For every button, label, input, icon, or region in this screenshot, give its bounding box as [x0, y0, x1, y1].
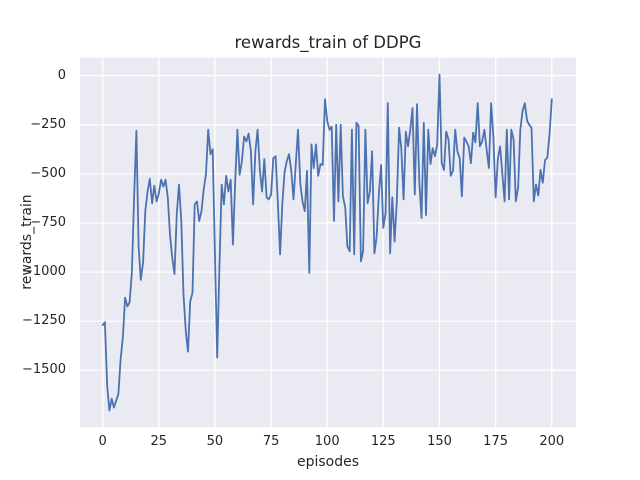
x-tick-label-125: 125	[370, 434, 396, 449]
x-axis-label: episodes	[296, 454, 360, 470]
y-tick-label--1250: −1250	[22, 313, 66, 329]
y-tick-label--750: −750	[30, 215, 66, 230]
x-tick-label-200: 200	[539, 434, 565, 449]
x-tick-label-175: 175	[483, 434, 509, 449]
chart-title: rewards_train of DDPG	[234, 33, 422, 52]
x-tick-label-100: 100	[314, 434, 340, 449]
y-tick-label--500: −500	[30, 165, 66, 181]
x-tick-label-50: 50	[206, 434, 224, 449]
y-tick-label--1500: −1500	[22, 362, 66, 378]
x-tick-label-25: 25	[150, 434, 168, 449]
x-tick-label-75: 75	[262, 434, 280, 449]
y-tick-label--250: −250	[30, 116, 66, 132]
axes-background	[80, 57, 576, 428]
y-tick-label--1000: −1000	[22, 264, 66, 280]
x-tick-label-150: 150	[427, 434, 452, 449]
y-tick-label-0: 0	[57, 67, 66, 83]
x-tick-label-0: 0	[98, 434, 107, 449]
reward-curve	[101, 73, 553, 412]
